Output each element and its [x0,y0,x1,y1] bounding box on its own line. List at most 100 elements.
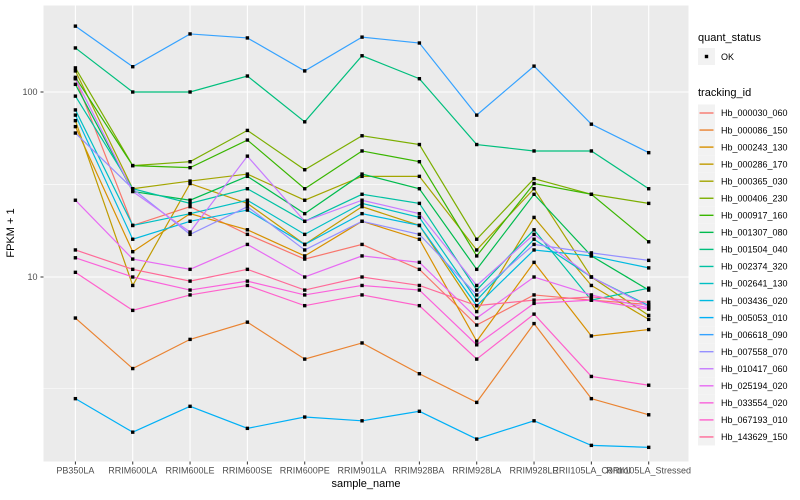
data-point-Hb_000406_230 [188,159,192,164]
y-axis-title: FPKM + 1 [5,208,17,257]
data-point-Hb_033554_020 [360,283,364,288]
data-point-Hb_000286_170 [360,204,364,209]
data-point-Hb_000365_030 [188,179,192,183]
data-point-Hb_000243_130 [589,334,594,338]
legend-label-Hb_000917_160: Hb_000917_160 [721,211,788,221]
x-tick-label: RRIM901LA [338,466,387,476]
data-point-Hb_002374_320 [245,187,250,191]
legend-label-Hb_007558_070: Hb_007558_070 [721,347,788,357]
data-point-Hb_143629_150 [417,283,422,288]
data-point-Hb_000365_030 [245,172,250,176]
x-tick-label: RRIM928LA [452,466,501,476]
data-point-Hb_000365_030 [73,69,78,73]
data-point-Hb_010417_060 [131,189,135,194]
data-point-Hb_143629_150 [188,279,192,283]
x-tick-label: RRIM600LE [166,466,215,476]
data-point-Hb_001307_080 [360,172,364,176]
legend: quant_status OK tracking_id Hb_000030_06… [698,32,788,446]
data-point-Hb_000365_030 [303,198,307,202]
legend-label-Hb_000243_130: Hb_000243_130 [721,142,788,152]
legend-label-Hb_000406_230: Hb_000406_230 [721,193,788,203]
data-point-Hb_143629_150 [475,303,479,308]
x-axis-title: sample_name [331,478,400,490]
data-point-Hb_000286_170 [589,283,594,288]
data-point-Hb_010417_060 [188,230,192,234]
data-point-Hb_067193_010 [532,312,536,316]
data-point-Hb_000086_150 [475,400,479,405]
data-point-Hb_006618_090 [131,65,135,69]
data-point-Hb_003436_020 [647,266,651,270]
data-point-Hb_143629_150 [360,275,364,279]
data-point-Hb_067193_010 [647,383,651,387]
data-point-Hb_025194_020 [417,260,422,265]
data-point-Hb_000406_230 [303,168,307,172]
data-point-Hb_000917_160 [589,192,594,196]
data-point-Hb_000917_160 [475,254,479,258]
data-point-Hb_007558_070 [475,293,479,297]
data-point-Hb_000917_160 [417,159,422,164]
data-points [73,24,651,450]
data-point-Hb_033554_020 [417,288,422,292]
data-point-Hb_001504_040 [303,120,307,124]
data-point-Hb_033554_020 [589,298,594,302]
legend-label-Hb_003436_020: Hb_003436_020 [721,296,788,306]
data-point-Hb_005053_010 [475,437,479,441]
data-point-Hb_000917_160 [360,149,364,153]
data-point-Hb_000365_030 [532,187,536,191]
data-point-Hb_002374_320 [188,201,192,206]
data-point-Hb_000086_150 [245,320,250,324]
data-point-Hb_025194_020 [475,316,479,320]
data-point-Hb_001504_040 [532,149,536,153]
data-point-Hb_001504_040 [360,54,364,58]
x-tick-label: RRIM600PE [280,466,330,476]
data-point-Hb_002374_320 [73,94,78,98]
data-point-Hb_000243_130 [131,250,135,254]
data-point-Hb_000365_030 [475,248,479,252]
data-point-Hb_000365_030 [360,174,364,179]
data-point-Hb_010417_060 [475,283,479,288]
data-point-Hb_005053_010 [188,404,192,409]
data-point-Hb_000365_030 [647,313,651,318]
legend-label-Hb_025194_020: Hb_025194_020 [721,381,788,391]
data-point-Hb_000086_150 [589,396,594,401]
data-point-Hb_000030_060 [475,323,479,327]
data-point-Hb_002374_320 [532,228,536,232]
data-point-Hb_000365_030 [417,174,422,179]
data-point-Hb_003436_020 [73,113,78,117]
data-point-Hb_005053_010 [589,443,594,448]
legend-label-Hb_010417_060: Hb_010417_060 [721,364,788,374]
data-point-Hb_067193_010 [417,303,422,308]
data-point-Hb_000917_160 [131,163,135,168]
data-point-Hb_010417_060 [532,232,536,237]
legend-label-Hb_033554_020: Hb_033554_020 [721,398,788,408]
data-point-Hb_003436_020 [532,248,536,252]
data-point-Hb_007558_070 [417,232,422,237]
data-point-Hb_005053_010 [647,445,651,450]
data-point-Hb_000030_060 [417,267,422,272]
data-point-Hb_007558_070 [73,131,78,135]
data-point-Hb_005053_010 [417,409,422,413]
legend-label-ok: OK [721,52,734,62]
data-point-Hb_033554_020 [131,275,135,279]
data-point-Hb_000086_150 [303,357,307,361]
data-point-Hb_000086_150 [532,321,536,326]
data-point-Hb_001504_040 [589,149,594,153]
data-point-Hb_033554_020 [73,256,78,260]
data-point-Hb_000917_160 [188,165,192,170]
data-point-Hb_001504_040 [245,74,250,78]
data-point-Hb_000030_060 [245,232,250,237]
data-point-Hb_000917_160 [303,187,307,191]
y-tick-label: 100 [22,87,37,97]
data-point-Hb_002641_130 [245,198,250,202]
data-point-Hb_000286_170 [73,118,78,123]
data-point-Hb_000086_150 [131,366,135,371]
data-point-Hb_000243_130 [647,327,651,332]
data-point-Hb_000406_230 [73,66,78,70]
data-point-Hb_033554_020 [647,307,651,311]
data-point-Hb_000086_150 [647,413,651,417]
data-point-Hb_005053_010 [303,415,307,419]
data-point-Hb_007558_070 [131,187,135,191]
axis-ticks [40,91,650,465]
data-point-Hb_003436_020 [131,237,135,241]
